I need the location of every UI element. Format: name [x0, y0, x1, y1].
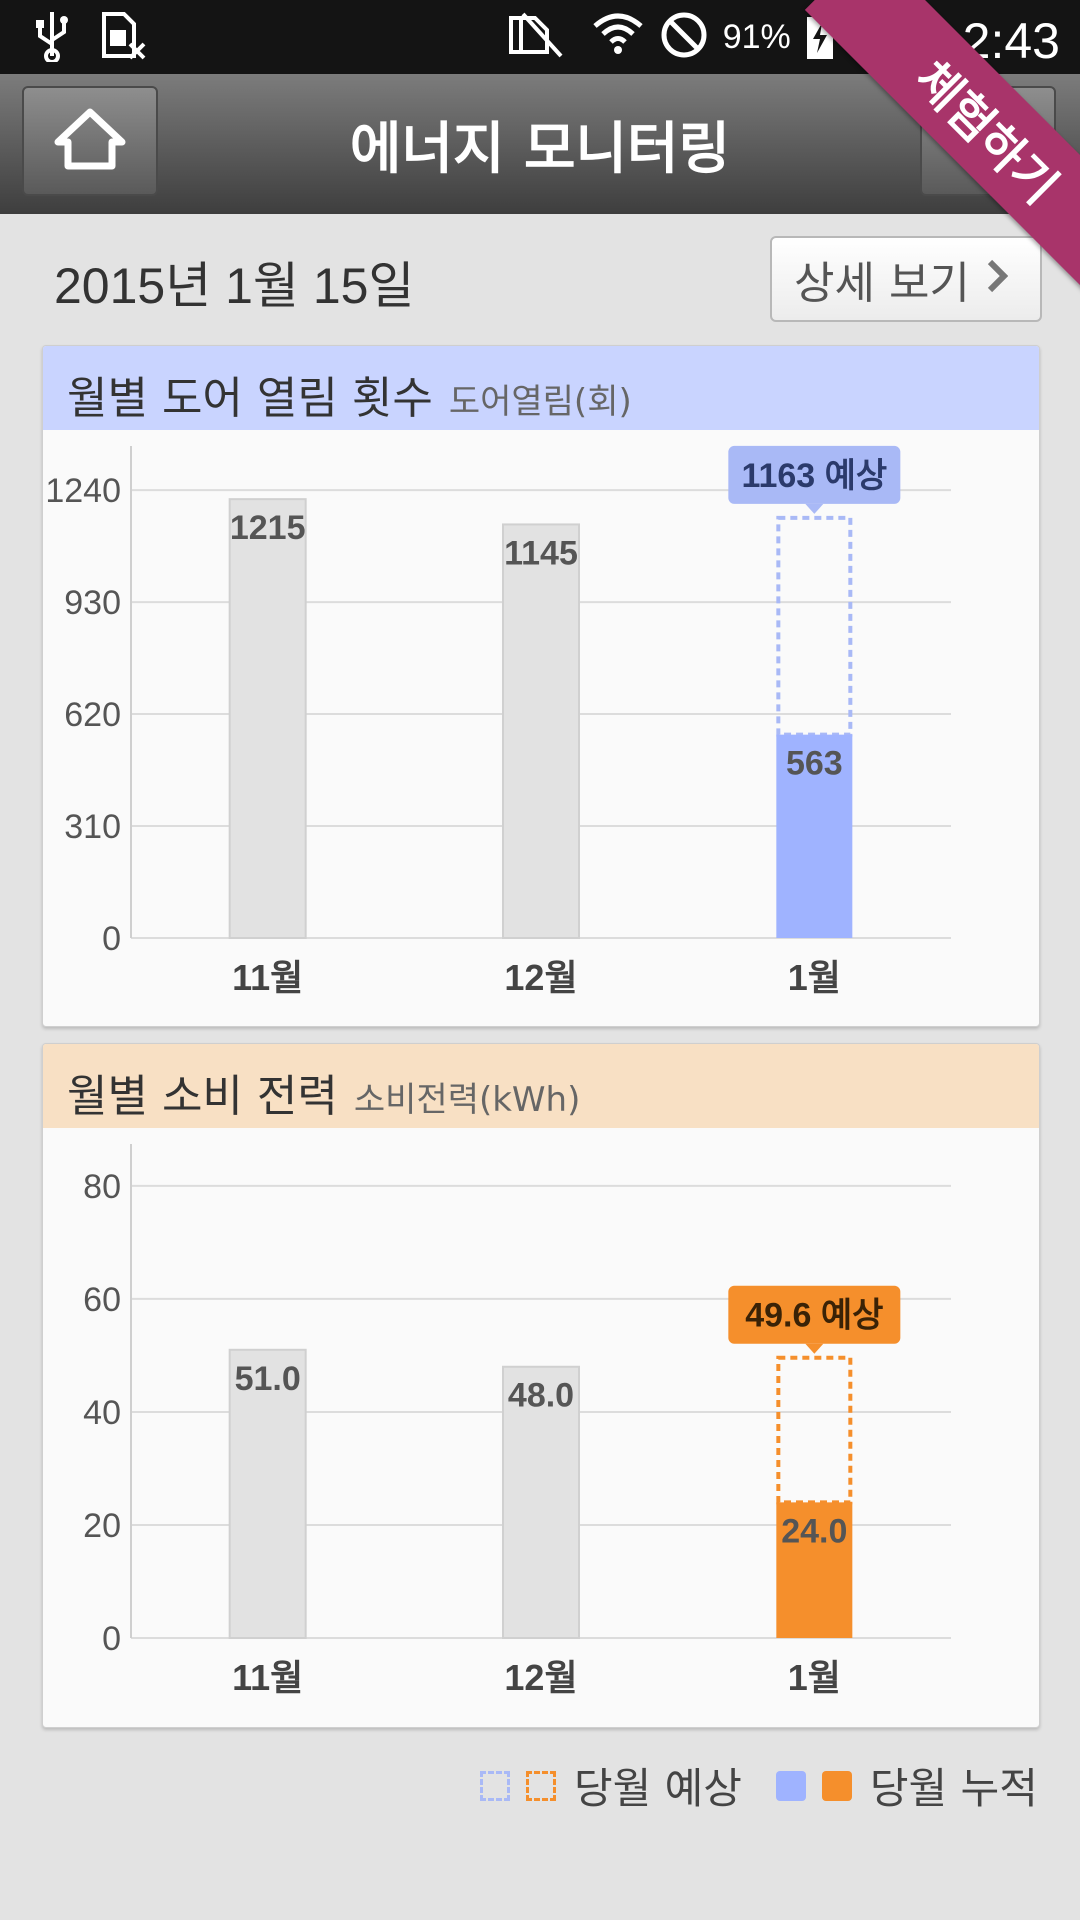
x-category-label: 1월	[788, 957, 841, 998]
y-tick-label: 930	[64, 584, 121, 622]
detail-view-label: 상세 보기	[794, 258, 970, 309]
battery-percent: 91%	[722, 17, 791, 56]
y-tick-label: 1240	[45, 472, 121, 510]
power-usage-bar-chart: 0 20 40 60 80 51.0 11월 48.0 12월 49.6 예상 24.0 1월	[83, 1144, 951, 1698]
bar	[776, 1502, 853, 1638]
power-usage-chart-header: 월별 소비 전력 소비전력(kWh)	[43, 1044, 1039, 1128]
detail-view-button[interactable]: 상세 보기	[770, 236, 1042, 322]
door-open-chart-unit: 도어열림(회)	[448, 382, 632, 422]
y-tick-label: 20	[83, 1507, 121, 1545]
x-category-label: 11월	[232, 1657, 303, 1698]
bar-value-label: 51.0	[235, 1360, 301, 1398]
legend-accum-label: 당월 누적	[869, 1764, 1038, 1813]
door-open-chart-card: 월별 도어 열림 횟수 도어열림(회) 0 310 620 930 1240 1215 11…	[42, 345, 1040, 1027]
x-category-label: 12월	[504, 957, 577, 998]
bar	[228, 1348, 307, 1639]
y-tick-label: 60	[83, 1281, 121, 1319]
wifi-icon	[591, 8, 645, 66]
forecast-bubble	[728, 1285, 901, 1344]
mute-icon	[507, 10, 577, 64]
legend-accum-blue-swatch	[775, 1770, 806, 1801]
door-open-chart-header: 월별 도어 열림 횟수 도어열림(회)	[43, 346, 1039, 430]
forecast-bubble	[728, 445, 901, 504]
bar	[502, 1365, 580, 1640]
x-category-label: 11월	[232, 957, 303, 998]
page-title: 에너지 모니터링	[349, 117, 731, 182]
legend-accum-orange-swatch	[821, 1770, 852, 1801]
power-usage-chart-title: 월별 소비 전력	[67, 1071, 338, 1122]
sim-off-icon	[100, 10, 148, 66]
forecast-label: 49.6 예상	[745, 1297, 883, 1335]
forecast-label: 1163 예상	[741, 457, 887, 495]
legend-forecast-orange-swatch	[526, 1770, 556, 1801]
y-tick-label: 620	[64, 696, 121, 734]
chevron-right-icon	[986, 254, 1009, 305]
bar	[228, 498, 307, 939]
bar-value-label: 48.0	[508, 1377, 574, 1415]
door-open-bar-chart: 0 310 620 930 1240 1215 11월 1145 12월 1163 예상 563 1월	[45, 445, 951, 998]
bar-value-label: 563	[786, 745, 843, 783]
forecast-bar-outline	[776, 1355, 853, 1505]
power-usage-chart-card: 월별 소비 전력 소비전력(kWh) 0 20 40 60 80 51.0 11월 48.0 1…	[42, 1043, 1040, 1728]
blocked-icon	[659, 10, 709, 64]
forecast-bar-outline	[776, 515, 853, 737]
home-button[interactable]	[22, 86, 158, 196]
y-tick-label: 0	[102, 1620, 121, 1658]
y-tick-label: 80	[83, 1168, 121, 1206]
door-open-chart-title: 월별 도어 열림 횟수	[67, 373, 433, 424]
bar	[776, 734, 853, 938]
legend-forecast-label: 당월 예상	[574, 1764, 742, 1813]
forecast-bubble-pointer	[805, 1343, 824, 1354]
y-tick-label: 310	[64, 808, 121, 846]
home-icon	[52, 106, 128, 176]
bar-value-label: 1145	[504, 534, 578, 572]
forecast-bubble-pointer	[805, 503, 824, 514]
power-usage-chart-unit: 소비전력(kWh)	[353, 1080, 581, 1120]
y-tick-label: 40	[83, 1394, 121, 1432]
bar-value-label: 1215	[230, 509, 306, 547]
bar-value-label: 24.0	[781, 1512, 847, 1550]
x-category-label: 1월	[788, 1657, 841, 1698]
legend-forecast-blue-swatch	[480, 1770, 510, 1801]
y-tick-label: 0	[102, 920, 121, 958]
chart-legend: 당월 예상 당월 누적	[480, 1755, 1038, 1816]
usb-icon	[34, 10, 70, 66]
x-category-label: 12월	[504, 1657, 577, 1698]
current-date: 2015년 1월 15일	[54, 258, 415, 314]
bar	[502, 523, 580, 940]
